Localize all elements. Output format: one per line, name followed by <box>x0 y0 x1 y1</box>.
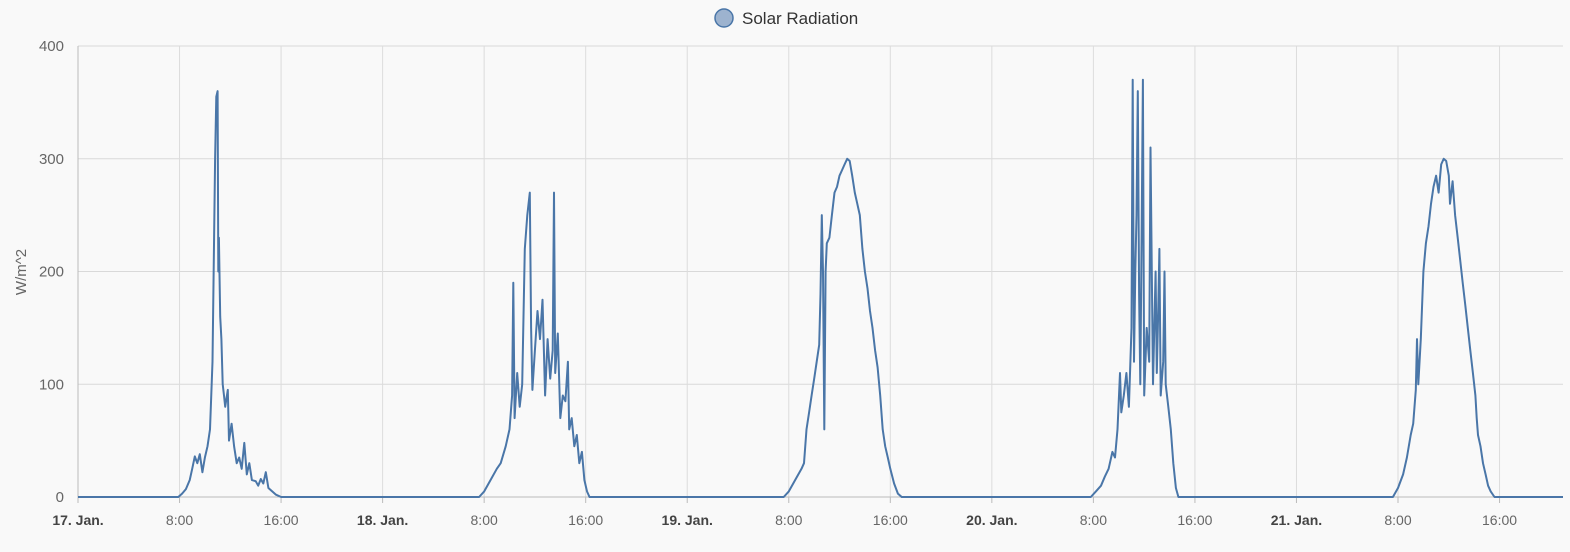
legend-marker-icon <box>714 8 734 28</box>
x-tick-label: 16:00 <box>1177 512 1212 528</box>
x-tick-label: 17. Jan. <box>52 512 103 528</box>
series-layer <box>78 78 1563 498</box>
x-tick-label: 16:00 <box>264 512 299 528</box>
x-tick-label: 19. Jan. <box>662 512 713 528</box>
x-tick-label: 8:00 <box>471 512 498 528</box>
x-tick-label: 18. Jan. <box>357 512 408 528</box>
y-tick-label: 400 <box>39 38 64 55</box>
grid <box>78 45 1563 497</box>
x-tick-label: 20. Jan. <box>966 512 1017 528</box>
series-line-solar-radiation[interactable] <box>78 78 1563 498</box>
y-tick-label: 0 <box>56 489 64 506</box>
x-tick-label: 8:00 <box>1384 512 1411 528</box>
x-tick-label: 8:00 <box>166 512 193 528</box>
x-tick-label: 21. Jan. <box>1271 512 1322 528</box>
legend[interactable]: Solar Radiation <box>714 8 858 28</box>
x-tick-label: 16:00 <box>873 512 908 528</box>
x-tick-label: 16:00 <box>568 512 603 528</box>
y-tick-label: 200 <box>39 264 64 281</box>
y-axis-label: W/m^2 <box>13 249 30 295</box>
axes: 0 100 200 300 400 17. Jan. 8:00 16:00 18. Jan. 8:… <box>39 38 1563 528</box>
x-tick-label: 8:00 <box>775 512 802 528</box>
x-tick-label: 16:00 <box>1482 512 1517 528</box>
y-tick-label: 300 <box>39 151 64 168</box>
legend-label: Solar Radiation <box>742 9 858 28</box>
y-tick-label: 100 <box>39 376 64 393</box>
x-tick-label: 8:00 <box>1080 512 1107 528</box>
